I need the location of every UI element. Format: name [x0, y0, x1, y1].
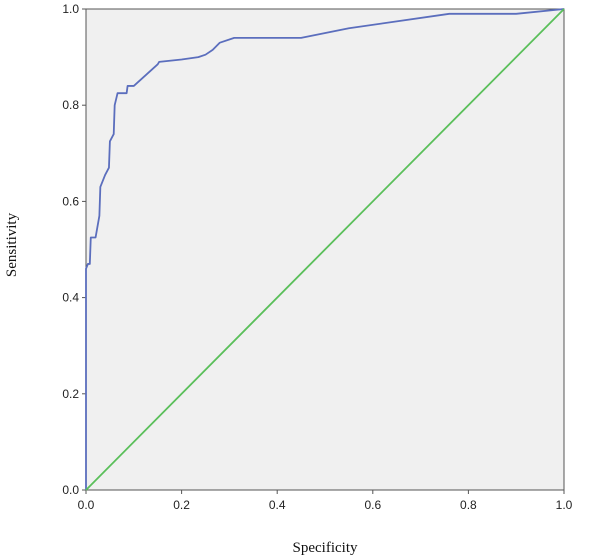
y-tick-label: 0.6: [62, 194, 79, 208]
roc-curve-line: [85, 8, 565, 490]
x-tick-label: 0.8: [460, 498, 477, 512]
y-tick-label: 0.8: [62, 98, 79, 112]
y-tick-label: 0.0: [62, 483, 79, 497]
y-tick-label: 1.0: [62, 2, 79, 16]
y-axis-ticks: 0.0 0.2 0.4 0.6 0.8 1.0: [62, 2, 86, 497]
x-tick-label: 0.4: [269, 498, 286, 512]
y-tick-label: 0.2: [62, 387, 79, 401]
x-axis-ticks: 0.0 0.2 0.4 0.6 0.8 1.0: [78, 490, 573, 512]
x-tick-label: 1.0: [556, 498, 573, 512]
y-axis-title: Sensitivity: [4, 212, 20, 277]
x-tick-label: 0.0: [78, 498, 95, 512]
x-tick-label: 0.6: [364, 498, 381, 512]
x-axis-title: Specificity: [293, 540, 358, 556]
reference-diagonal-line: [85, 8, 565, 491]
y-tick-label: 0.4: [62, 291, 79, 305]
x-tick-label: 0.2: [173, 498, 190, 512]
series-layer: [85, 8, 565, 491]
